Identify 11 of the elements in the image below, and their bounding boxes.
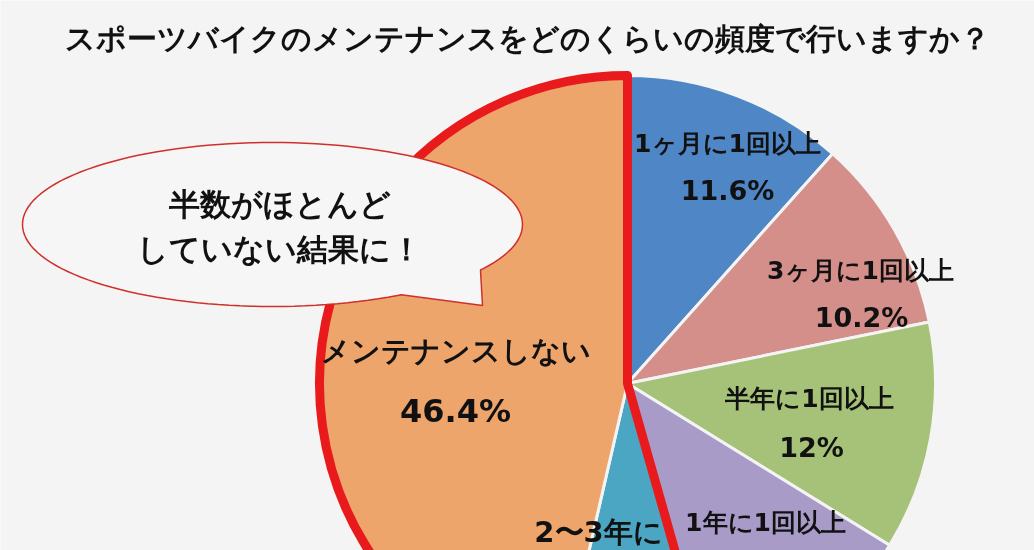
data-label: 10.2% <box>814 302 909 333</box>
data-label: 11.6% <box>680 175 775 206</box>
chart-title: スポーツバイクのメンテナンスをどのくらいの頻度で行いますか？ <box>65 21 990 56</box>
text: 半数がほとんど <box>167 185 391 222</box>
data-label: 46.4% <box>399 391 512 430</box>
slice-label: 半年に1回以上 <box>724 384 894 413</box>
slice-label: 3ヶ月に1回以上 <box>767 256 954 285</box>
text: していない結果に！ <box>137 230 422 267</box>
slice-label: 1ヶ月に1回以上 <box>634 129 821 158</box>
slice-label: 1年に1回以上 <box>685 508 846 537</box>
data-label: 12% <box>779 432 844 463</box>
